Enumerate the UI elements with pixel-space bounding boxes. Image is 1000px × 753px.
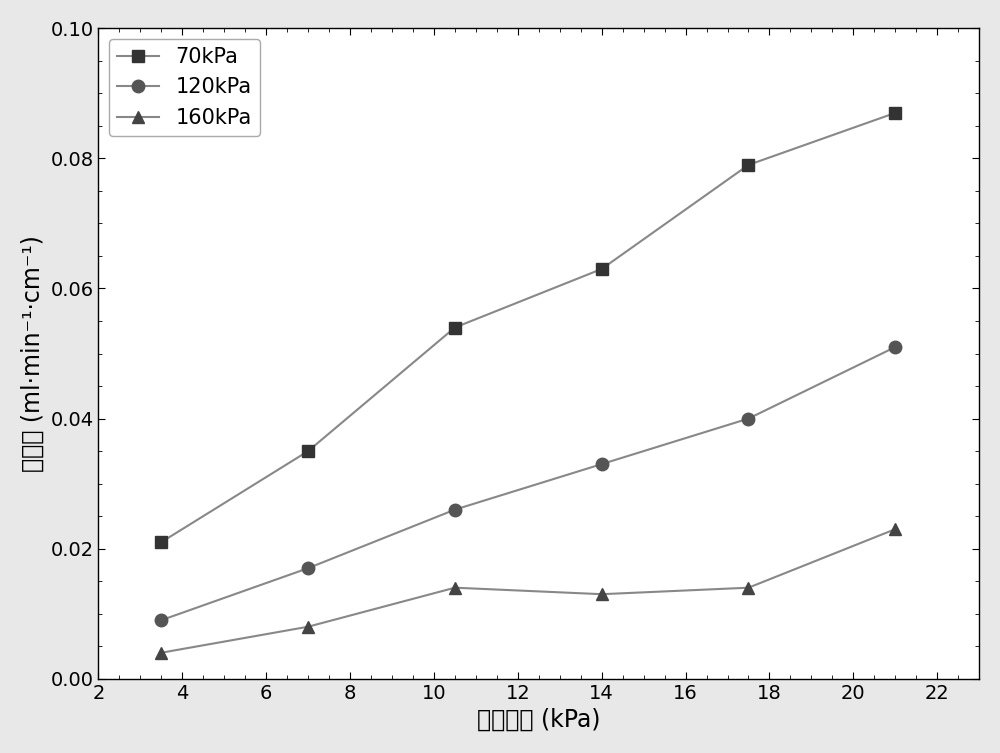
70kPa — [449, 323, 461, 332]
120kPa — [742, 414, 754, 423]
70kPa — [742, 160, 754, 169]
160kPa — [302, 622, 314, 631]
120kPa — [449, 505, 461, 514]
X-axis label: 气体压强 (kPa): 气体压强 (kPa) — [477, 708, 601, 732]
160kPa — [742, 583, 754, 592]
Line: 160kPa: 160kPa — [155, 523, 902, 659]
Legend: 70kPa, 120kPa, 160kPa: 70kPa, 120kPa, 160kPa — [109, 38, 260, 136]
70kPa — [302, 447, 314, 456]
70kPa — [155, 538, 167, 547]
Y-axis label: 漏气率 (ml·min⁻¹·cm⁻¹): 漏气率 (ml·min⁻¹·cm⁻¹) — [21, 235, 45, 472]
160kPa — [449, 583, 461, 592]
70kPa — [596, 264, 608, 273]
70kPa — [889, 108, 901, 117]
160kPa — [889, 525, 901, 534]
160kPa — [596, 590, 608, 599]
120kPa — [155, 616, 167, 625]
160kPa — [155, 648, 167, 657]
Line: 120kPa: 120kPa — [155, 341, 902, 626]
120kPa — [302, 564, 314, 573]
120kPa — [596, 459, 608, 468]
120kPa — [889, 343, 901, 352]
Line: 70kPa: 70kPa — [155, 107, 902, 548]
